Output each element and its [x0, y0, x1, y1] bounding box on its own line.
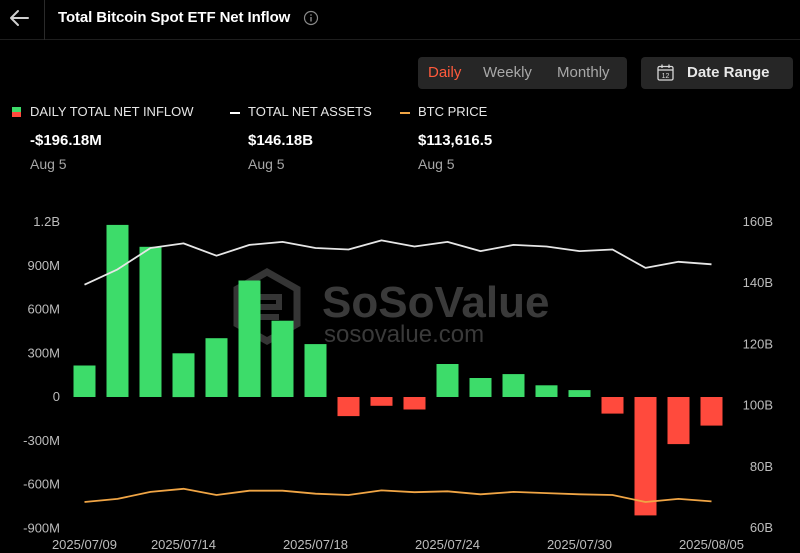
- inflow-bar[interactable]: [139, 246, 162, 397]
- x-tick-label: 2025/08/05: [679, 537, 744, 552]
- period-monthly-button[interactable]: Monthly: [557, 64, 610, 81]
- y-left-tick-label: 900M: [27, 258, 60, 273]
- btc-price-line: [84, 487, 712, 503]
- period-toggle: Daily Weekly Monthly: [418, 57, 627, 89]
- net-assets-line: [84, 239, 712, 286]
- y-right-tick-label: 80B: [750, 459, 773, 474]
- inflow-bar[interactable]: [172, 353, 195, 398]
- y-left-tick-label: 300M: [27, 345, 60, 360]
- watermark: SoSoValue sosovalue.com: [233, 267, 549, 348]
- y-left-tick-label: -600M: [23, 477, 60, 492]
- x-tick-label: 2025/07/09: [52, 537, 117, 552]
- y-left-tick-label: 0: [53, 389, 60, 404]
- inflow-bar[interactable]: [73, 365, 96, 398]
- legend-date: Aug 5: [248, 156, 285, 172]
- legend-value: -$196.18M: [30, 132, 102, 149]
- inflow-bar[interactable]: [469, 378, 492, 397]
- y-right-tick-label: 100B: [743, 398, 773, 413]
- inflow-bar[interactable]: [403, 397, 426, 410]
- x-tick-label: 2025/07/30: [547, 537, 612, 552]
- legend-date: Aug 5: [418, 156, 455, 172]
- date-range-button[interactable]: 12 Date Range: [641, 57, 793, 89]
- legend-name: DAILY TOTAL NET INFLOW: [30, 104, 194, 119]
- period-weekly-button[interactable]: Weekly: [483, 64, 532, 81]
- inflow-bar[interactable]: [106, 224, 129, 397]
- legend-swatch-btc-price: [400, 112, 410, 114]
- date-range-label: Date Range: [687, 64, 770, 81]
- legend-name: BTC PRICE: [418, 104, 488, 119]
- inflow-bar[interactable]: [205, 338, 228, 397]
- inflow-bar[interactable]: [601, 397, 624, 414]
- top-bar: Total Bitcoin Spot ETF Net Inflow: [0, 0, 800, 40]
- period-daily-button[interactable]: Daily: [428, 64, 462, 81]
- info-circle-icon[interactable]: [303, 10, 319, 26]
- calendar-icon: 12: [657, 64, 674, 81]
- legend-date: Aug 5: [30, 156, 67, 172]
- inflow-bar[interactable]: [535, 385, 558, 397]
- inflow-bar[interactable]: [304, 344, 327, 397]
- x-tick-label: 2025/07/14: [151, 537, 216, 552]
- inflow-bar[interactable]: [502, 374, 525, 397]
- back-button[interactable]: [6, 6, 34, 30]
- y-left-tick-label: 1.2B: [33, 214, 60, 229]
- watermark-brand: SoSoValue: [322, 278, 549, 327]
- inflow-bar[interactable]: [271, 320, 294, 397]
- inflow-bar[interactable]: [700, 397, 723, 426]
- x-tick-label: 2025/07/24: [415, 537, 480, 552]
- legend-value: $113,616.5: [418, 132, 493, 149]
- y-left-tick-label: -300M: [23, 433, 60, 448]
- inflow-bar[interactable]: [634, 397, 657, 516]
- inflow-bar[interactable]: [370, 397, 393, 406]
- inflow-bar[interactable]: [436, 364, 459, 397]
- inflow-bar[interactable]: [568, 390, 591, 397]
- legend-swatch-net-assets: [230, 112, 240, 114]
- net-inflow-chart[interactable]: SoSoValue sosovalue.com -900M -600M -300M 0…: [0, 200, 800, 553]
- page-title: Total Bitcoin Spot ETF Net Inflow: [58, 9, 291, 26]
- y-right-tick-label: 60B: [750, 520, 773, 535]
- header-divider: [44, 0, 45, 40]
- watermark-url: sosovalue.com: [324, 321, 484, 348]
- inflow-bar[interactable]: [667, 397, 690, 445]
- y-right-tick-label: 120B: [743, 336, 773, 351]
- x-tick-label: 2025/07/18: [283, 537, 348, 552]
- arrow-left-icon: [10, 10, 29, 26]
- inflow-bar[interactable]: [337, 397, 360, 417]
- legend-value: $146.18B: [248, 132, 314, 149]
- legend-name: TOTAL NET ASSETS: [248, 104, 372, 119]
- inflow-bar[interactable]: [238, 280, 261, 398]
- calendar-day: 12: [662, 73, 670, 80]
- y-left-tick-label: -900M: [23, 520, 60, 535]
- legend-swatch-inflow: [12, 107, 21, 117]
- y-right-tick-label: 140B: [743, 275, 773, 290]
- y-left-tick-label: 600M: [27, 302, 60, 317]
- y-right-tick-label: 160B: [743, 214, 773, 229]
